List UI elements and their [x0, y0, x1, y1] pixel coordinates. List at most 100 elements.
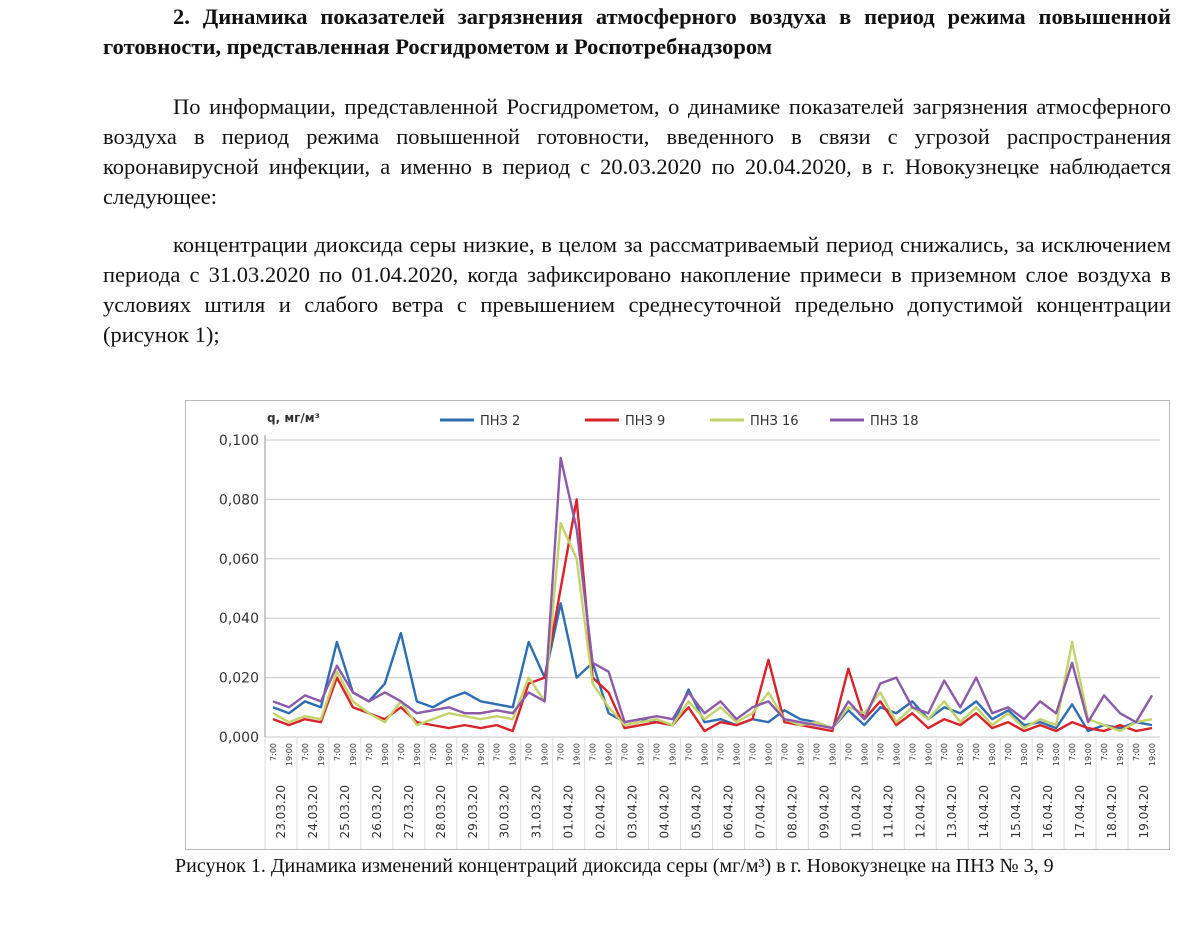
x-tick-label: 19:00 — [605, 743, 614, 766]
legend-label: ПНЗ 2 — [480, 414, 520, 429]
legend-label: ПНЗ 9 — [625, 414, 665, 429]
y-tick-label: 0,000 — [219, 730, 259, 746]
y-tick-label: 0,040 — [219, 611, 259, 627]
x-tick-label: 7:00 — [429, 743, 438, 761]
x-group-label: 06.04.20 — [721, 785, 735, 838]
x-group-label: 10.04.20 — [849, 785, 863, 838]
x-group-label: 04.04.20 — [658, 785, 672, 838]
series-line — [272, 521, 1153, 733]
x-tick-label: 7:00 — [1036, 743, 1045, 761]
x-group-label: 02.04.20 — [594, 785, 608, 838]
x-group-label: 15.04.20 — [1009, 785, 1023, 838]
x-tick-label: 7:00 — [685, 743, 694, 761]
x-group-label: 26.03.20 — [370, 785, 384, 838]
x-group-label: 13.04.20 — [945, 785, 959, 838]
x-group-label: 30.03.20 — [498, 785, 512, 838]
x-tick-label: 19:00 — [988, 743, 997, 766]
x-tick-label: 7:00 — [397, 743, 406, 761]
x-group-label: 23.03.20 — [274, 785, 288, 838]
y-tick-label: 0,080 — [219, 492, 259, 508]
x-group-label: 24.03.20 — [306, 785, 320, 838]
x-tick-label: 7:00 — [1068, 743, 1077, 761]
y-tick-label: 0,100 — [219, 433, 259, 449]
x-tick-label: 7:00 — [621, 743, 630, 761]
x-tick-label: 19:00 — [381, 743, 390, 766]
x-tick-label: 19:00 — [956, 743, 965, 766]
x-tick-label: 7:00 — [1004, 743, 1013, 761]
x-tick-label: 19:00 — [349, 743, 358, 766]
x-tick-label: 19:00 — [285, 743, 294, 766]
x-tick-label: 19:00 — [637, 743, 646, 766]
x-tick-label: 19:00 — [573, 743, 582, 766]
x-tick-label: 7:00 — [333, 743, 342, 761]
x-group-label: 29.03.20 — [466, 785, 480, 838]
x-group-label: 03.04.20 — [626, 785, 640, 838]
x-tick-label: 7:00 — [557, 743, 566, 761]
x-group-label: 25.03.20 — [338, 785, 352, 838]
x-group-label: 14.04.20 — [977, 785, 991, 838]
x-tick-label: 7:00 — [940, 743, 949, 761]
series-line — [272, 602, 1153, 733]
x-group-label: 31.03.20 — [530, 785, 544, 838]
x-group-label: 19.04.20 — [1137, 785, 1151, 838]
x-tick-label: 7:00 — [589, 743, 598, 761]
caption: Рисунок 1. Динамика изменений концентрац… — [175, 855, 1054, 877]
x-tick-label: 19:00 — [1148, 743, 1157, 766]
x-tick-label: 19:00 — [764, 743, 773, 766]
y-tick-label: 0,020 — [219, 671, 259, 687]
x-tick-label: 19:00 — [701, 743, 710, 766]
x-tick-label: 7:00 — [908, 743, 917, 761]
x-tick-label: 7:00 — [972, 743, 981, 761]
x-group-label: 12.04.20 — [913, 785, 927, 838]
x-tick-label: 7:00 — [1132, 743, 1141, 761]
x-tick-label: 7:00 — [525, 743, 534, 761]
x-group-label: 05.04.20 — [690, 785, 704, 838]
heading: 2. Динамика показателей загрязнения атмо… — [103, 4, 1171, 59]
chart-frame — [185, 400, 1170, 850]
x-tick-label: 7:00 — [716, 743, 725, 761]
x-group-label: 09.04.20 — [817, 785, 831, 838]
x-tick-label: 19:00 — [1020, 743, 1029, 766]
x-group-label: 01.04.20 — [562, 785, 576, 838]
x-tick-label: 7:00 — [365, 743, 374, 761]
legend-label: ПНЗ 18 — [870, 414, 919, 429]
x-group-label: 16.04.20 — [1041, 785, 1055, 838]
x-tick-label: 19:00 — [924, 743, 933, 766]
x-tick-label: 7:00 — [876, 743, 885, 761]
x-tick-label: 7:00 — [844, 743, 853, 761]
x-tick-label: 19:00 — [541, 743, 550, 766]
x-tick-label: 19:00 — [828, 743, 837, 766]
y-tick-label: 0,060 — [219, 552, 259, 568]
series-line — [272, 498, 1153, 733]
x-tick-label: 7:00 — [301, 743, 310, 761]
x-tick-label: 19:00 — [317, 743, 326, 766]
series-line — [272, 456, 1154, 730]
y-axis-label: q, мг/м³ — [267, 411, 320, 425]
x-tick-label: 19:00 — [477, 743, 486, 766]
x-tick-label: 7:00 — [748, 743, 757, 761]
x-tick-label: 19:00 — [413, 743, 422, 766]
x-group-label: 11.04.20 — [881, 785, 895, 838]
x-tick-label: 7:00 — [1100, 743, 1109, 761]
x-group-label: 07.04.20 — [753, 785, 767, 838]
x-tick-label: 7:00 — [780, 743, 789, 761]
x-tick-label: 19:00 — [445, 743, 454, 766]
x-tick-label: 7:00 — [812, 743, 821, 761]
x-group-label: 27.03.20 — [402, 785, 416, 838]
x-tick-label: 19:00 — [669, 743, 678, 766]
x-group-label: 17.04.20 — [1073, 785, 1087, 838]
x-tick-label: 7:00 — [493, 743, 502, 761]
x-group-label: 28.03.20 — [434, 785, 448, 838]
x-tick-label: 19:00 — [1052, 743, 1061, 766]
x-tick-label: 7:00 — [461, 743, 470, 761]
x-tick-label: 7:00 — [269, 743, 278, 761]
x-tick-label: 19:00 — [860, 743, 869, 766]
paragraph: концентрации диоксида серы низкие, в цел… — [103, 232, 1171, 347]
x-tick-label: 19:00 — [1116, 743, 1125, 766]
chart: q, мг/м³ 0,000 0,020 0,040 0,060 0,080 0,100 7… — [185, 400, 1170, 850]
x-tick-label: 19:00 — [1084, 743, 1093, 766]
x-tick-label: 19:00 — [796, 743, 805, 766]
x-tick-label: 19:00 — [732, 743, 741, 766]
legend-label: ПНЗ 16 — [750, 414, 799, 429]
